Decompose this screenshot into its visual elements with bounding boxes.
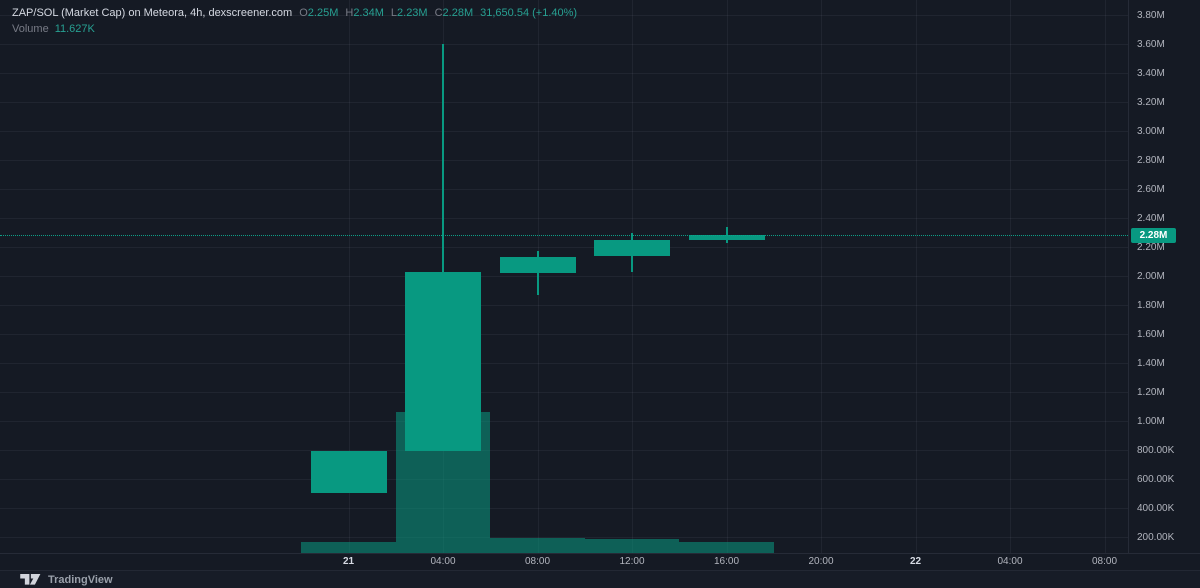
horizontal-gridline bbox=[0, 305, 1128, 306]
vertical-gridline bbox=[1104, 0, 1106, 553]
tradingview-logo-icon[interactable] bbox=[20, 574, 41, 585]
price-tick-label: 3.80M bbox=[1137, 9, 1165, 21]
price-tick-label: 1.20M bbox=[1137, 386, 1165, 398]
horizontal-gridline bbox=[0, 450, 1128, 451]
attribution-bar: TradingView bbox=[0, 570, 1200, 588]
vertical-gridline bbox=[821, 0, 822, 553]
candle-wick bbox=[725, 226, 728, 243]
price-tick-label: 3.00M bbox=[1137, 125, 1165, 137]
ohlc-key: O bbox=[299, 7, 308, 19]
volume-bar bbox=[490, 538, 585, 553]
horizontal-gridline bbox=[0, 247, 1128, 248]
symbol-title[interactable]: ZAP/SOL (Market Cap) on Meteora, 4h, dex… bbox=[12, 7, 293, 19]
vertical-gridline bbox=[1010, 0, 1011, 553]
price-tick-label: 2.20M bbox=[1137, 241, 1165, 253]
horizontal-gridline bbox=[0, 334, 1128, 335]
horizontal-gridline bbox=[0, 189, 1128, 190]
price-axis[interactable]: 3.80M 3.60M 3.40M 3.20M 3.00M 2.80M 2.60M 2.40M… bbox=[1128, 0, 1200, 553]
volume-bar bbox=[584, 539, 680, 553]
horizontal-gridline bbox=[0, 276, 1128, 277]
horizontal-gridline bbox=[0, 421, 1128, 422]
horizontal-gridline bbox=[0, 160, 1128, 161]
ohlc-val: 2.34M bbox=[353, 7, 384, 19]
candle-body bbox=[310, 451, 387, 494]
ohlc-h-value: H2.34M bbox=[345, 6, 384, 21]
time-tick-label: 04:00 bbox=[430, 556, 456, 567]
horizontal-gridline bbox=[0, 44, 1128, 45]
horizontal-gridline bbox=[0, 131, 1128, 132]
price-tick-label: 2.40M bbox=[1137, 212, 1165, 224]
horizontal-gridline bbox=[0, 479, 1128, 480]
time-tick-label: 16:00 bbox=[713, 556, 740, 567]
volume-bar bbox=[301, 541, 396, 553]
horizontal-gridline bbox=[0, 508, 1128, 509]
price-tick-label: 1.60M bbox=[1137, 328, 1165, 340]
ohlc-val: 2.23M bbox=[397, 7, 428, 19]
candle-body bbox=[688, 235, 765, 240]
price-tick-label: 2.00M bbox=[1137, 270, 1165, 282]
price-tick-label: 3.20M bbox=[1137, 96, 1165, 108]
ohlc-l-value: L2.23M bbox=[391, 6, 428, 21]
time-tick-label: 20:00 bbox=[808, 556, 834, 567]
candle-wick bbox=[442, 44, 444, 452]
price-tick-label: 2.80M bbox=[1137, 154, 1165, 166]
current-price-label: 2.28M bbox=[1131, 227, 1176, 243]
price-tick-label: 800.00K bbox=[1137, 444, 1175, 456]
legend-symbol-row: ZAP/SOL (Market Cap) on Meteora, 4h, dex… bbox=[12, 6, 577, 21]
horizontal-gridline bbox=[0, 218, 1128, 219]
horizontal-gridline bbox=[0, 15, 1128, 16]
time-tick-label: 04:00 bbox=[997, 556, 1023, 567]
tradingview-link[interactable]: TradingView bbox=[48, 573, 113, 586]
ohlc-c-value: C2.28M bbox=[435, 6, 474, 21]
time-tick-label: 08:00 bbox=[524, 556, 551, 567]
volume-bar bbox=[679, 542, 774, 553]
candle-wick bbox=[536, 251, 539, 295]
vertical-gridline bbox=[915, 0, 917, 553]
time-tick-label: 22 bbox=[909, 556, 922, 567]
volume-label: Volume bbox=[12, 23, 49, 35]
time-tick-label: 21 bbox=[342, 556, 355, 567]
time-axis[interactable]: 21 04:00 08:00 12:00 16:00 20:00 22 04:00 08:00 bbox=[0, 553, 1200, 571]
chart-legend: ZAP/SOL (Market Cap) on Meteora, 4h, dex… bbox=[12, 6, 577, 37]
price-tick-label: 200.00K bbox=[1137, 531, 1175, 543]
candle-body bbox=[499, 257, 576, 274]
horizontal-gridline bbox=[0, 392, 1128, 393]
horizontal-gridline bbox=[0, 363, 1128, 364]
ohlc-o-value: O2.25M bbox=[299, 6, 338, 21]
volume-value: 11.627K bbox=[54, 23, 95, 35]
ohlc-key: C bbox=[434, 7, 443, 19]
price-tick-label: 1.00M bbox=[1137, 415, 1165, 427]
horizontal-gridline bbox=[0, 102, 1128, 103]
price-tick-label: 3.40M bbox=[1137, 67, 1165, 79]
price-tick-label: 3.60M bbox=[1137, 38, 1165, 50]
vertical-gridline bbox=[348, 0, 350, 553]
vertical-gridline bbox=[726, 0, 728, 553]
chart-pane[interactable] bbox=[0, 0, 1128, 553]
ohlc-val: 2.25M bbox=[307, 7, 339, 19]
horizontal-gridline bbox=[0, 73, 1128, 74]
time-tick-label: 12:00 bbox=[619, 556, 645, 567]
price-tick-label: 2.60M bbox=[1137, 183, 1165, 195]
price-tick-label: 400.00K bbox=[1137, 502, 1175, 514]
ohlc-key: H bbox=[345, 7, 354, 19]
vertical-gridline bbox=[632, 0, 633, 553]
legend-volume-row: Volume 11.627K bbox=[12, 22, 577, 37]
candle-body bbox=[405, 271, 481, 452]
price-tick-label: 600.00K bbox=[1137, 473, 1175, 485]
ohlc-val: 2.28M bbox=[442, 7, 474, 19]
candle-body bbox=[594, 239, 670, 256]
current-price-line bbox=[0, 235, 1128, 237]
price-tick-label: 1.80M bbox=[1137, 299, 1165, 311]
ohlc-values: O2.25M H2.34M L2.23M C2.28M bbox=[299, 6, 473, 21]
change-value: 31,650.54 (+1.40%) bbox=[480, 7, 578, 19]
horizontal-gridline bbox=[0, 537, 1128, 538]
ohlc-key: L bbox=[390, 7, 398, 19]
price-tick-label: 1.40M bbox=[1137, 357, 1165, 369]
time-tick-label: 08:00 bbox=[1091, 556, 1118, 567]
